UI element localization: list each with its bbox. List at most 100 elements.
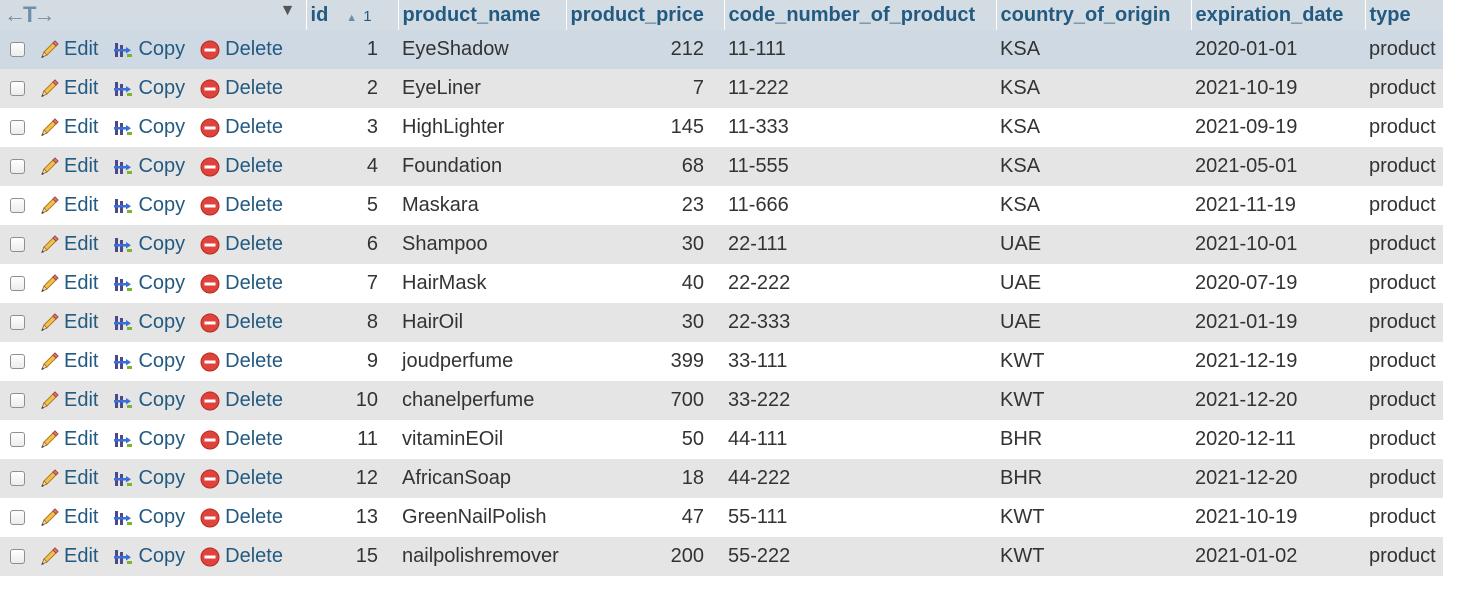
cell-code-number[interactable]: 22-333 xyxy=(724,303,997,342)
cell-product-name[interactable]: Maskara xyxy=(398,186,567,225)
cell-country-of-origin[interactable]: KSA xyxy=(996,108,1192,147)
cell-expiration-date[interactable]: 2021-01-19 xyxy=(1191,303,1366,342)
table-row[interactable]: Edit Copy Delete 12 AfricanSoap 18 44-222 BHR 20… xyxy=(0,459,1444,498)
copy-button[interactable]: Copy xyxy=(112,467,185,490)
cell-type[interactable]: product xyxy=(1365,30,1444,69)
cell-id[interactable]: 8 xyxy=(306,303,399,342)
edit-button[interactable]: Edit xyxy=(38,428,98,451)
cell-code-number[interactable]: 22-111 xyxy=(724,225,997,264)
cell-type[interactable]: product xyxy=(1365,108,1444,147)
table-row[interactable]: Edit Copy Delete 6 Shampoo 30 22-111 UAE 2021-10… xyxy=(0,225,1444,264)
table-row[interactable]: Edit Copy Delete 3 HighLighter 145 11-333 KSA 20… xyxy=(0,108,1444,147)
cell-id[interactable]: 3 xyxy=(306,108,399,147)
delete-button[interactable]: Delete xyxy=(199,233,283,256)
cell-product-price[interactable]: 47 xyxy=(566,498,725,537)
cell-type[interactable]: product xyxy=(1365,147,1444,186)
edit-button[interactable]: Edit xyxy=(38,311,98,334)
cell-expiration-date[interactable]: 2020-07-19 xyxy=(1191,264,1366,303)
sort-by-id-link[interactable]: id xyxy=(310,3,329,26)
cell-country-of-origin[interactable]: KSA xyxy=(996,69,1192,108)
row-checkbox[interactable] xyxy=(9,393,25,409)
row-checkbox[interactable] xyxy=(9,159,25,175)
cell-country-of-origin[interactable]: KWT xyxy=(996,381,1192,420)
sort-by-type-link[interactable]: type xyxy=(1369,3,1411,26)
delete-button[interactable]: Delete xyxy=(199,389,283,412)
row-checkbox[interactable] xyxy=(9,237,25,253)
cell-type[interactable]: product xyxy=(1365,69,1444,108)
table-row[interactable]: Edit Copy Delete 2 EyeLiner 7 11-222 KSA 2021-10… xyxy=(0,69,1444,108)
cell-id[interactable]: 11 xyxy=(306,420,399,459)
cell-expiration-date[interactable]: 2021-05-01 xyxy=(1191,147,1366,186)
edit-button[interactable]: Edit xyxy=(38,350,98,373)
cell-product-name[interactable]: HairOil xyxy=(398,303,567,342)
cell-product-price[interactable]: 40 xyxy=(566,264,725,303)
cell-product-name[interactable]: HighLighter xyxy=(398,108,567,147)
table-row[interactable]: Edit Copy Delete 4 Foundation 68 11-555 KSA 2021… xyxy=(0,147,1444,186)
cell-type[interactable]: product xyxy=(1365,342,1444,381)
cell-product-price[interactable]: 145 xyxy=(566,108,725,147)
sort-by-product-name-link[interactable]: product_name xyxy=(402,3,541,26)
cell-code-number[interactable]: 11-222 xyxy=(724,69,997,108)
table-row[interactable]: Edit Copy Delete 10 chanelperfume 700 33-222 KW… xyxy=(0,381,1444,420)
cell-country-of-origin[interactable]: KSA xyxy=(996,30,1192,69)
edit-button[interactable]: Edit xyxy=(38,38,98,61)
cell-product-name[interactable]: nailpolishremover xyxy=(398,537,567,576)
copy-button[interactable]: Copy xyxy=(112,350,185,373)
cell-type[interactable]: product xyxy=(1365,459,1444,498)
cell-country-of-origin[interactable]: BHR xyxy=(996,420,1192,459)
cell-country-of-origin[interactable]: BHR xyxy=(996,459,1192,498)
cell-id[interactable]: 4 xyxy=(306,147,399,186)
sort-by-product-price-link[interactable]: product_price xyxy=(570,3,704,26)
cell-code-number[interactable]: 11-111 xyxy=(724,30,997,69)
cell-country-of-origin[interactable]: KSA xyxy=(996,147,1192,186)
copy-button[interactable]: Copy xyxy=(112,506,185,529)
cell-expiration-date[interactable]: 2021-12-19 xyxy=(1191,342,1366,381)
delete-button[interactable]: Delete xyxy=(199,77,283,100)
cell-code-number[interactable]: 11-666 xyxy=(724,186,997,225)
row-checkbox[interactable] xyxy=(9,315,25,331)
row-checkbox[interactable] xyxy=(9,276,25,292)
cell-product-price[interactable]: 50 xyxy=(566,420,725,459)
cell-country-of-origin[interactable]: KWT xyxy=(996,342,1192,381)
copy-button[interactable]: Copy xyxy=(112,38,185,61)
copy-button[interactable]: Copy xyxy=(112,77,185,100)
cell-type[interactable]: product xyxy=(1365,186,1444,225)
cell-id[interactable]: 15 xyxy=(306,537,399,576)
edit-button[interactable]: Edit xyxy=(38,116,98,139)
cell-expiration-date[interactable]: 2021-10-01 xyxy=(1191,225,1366,264)
cell-expiration-date[interactable]: 2021-10-19 xyxy=(1191,69,1366,108)
cell-id[interactable]: 13 xyxy=(306,498,399,537)
table-row[interactable]: Edit Copy Delete 1 EyeShadow 212 11-111 KSA 2020… xyxy=(0,30,1444,69)
row-checkbox[interactable] xyxy=(9,354,25,370)
cell-expiration-date[interactable]: 2021-12-20 xyxy=(1191,459,1366,498)
cell-id[interactable]: 7 xyxy=(306,264,399,303)
copy-button[interactable]: Copy xyxy=(112,116,185,139)
row-checkbox[interactable] xyxy=(9,198,25,214)
cell-id[interactable]: 2 xyxy=(306,69,399,108)
column-menu-dropdown-icon[interactable]: ▼ xyxy=(279,2,296,19)
cell-country-of-origin[interactable]: KWT xyxy=(996,537,1192,576)
cell-code-number[interactable]: 11-555 xyxy=(724,147,997,186)
cell-code-number[interactable]: 44-222 xyxy=(724,459,997,498)
cell-product-name[interactable]: vitaminEOil xyxy=(398,420,567,459)
cell-code-number[interactable]: 33-111 xyxy=(724,342,997,381)
cell-type[interactable]: product xyxy=(1365,420,1444,459)
copy-button[interactable]: Copy xyxy=(112,194,185,217)
column-toggle-arrows[interactable]: ←T→ xyxy=(4,2,55,27)
cell-product-price[interactable]: 212 xyxy=(566,30,725,69)
delete-button[interactable]: Delete xyxy=(199,38,283,61)
cell-product-name[interactable]: HairMask xyxy=(398,264,567,303)
cell-product-price[interactable]: 30 xyxy=(566,225,725,264)
table-row[interactable]: Edit Copy Delete 7 HairMask 40 22-222 UAE 2020-0… xyxy=(0,264,1444,303)
cell-id[interactable]: 9 xyxy=(306,342,399,381)
sort-by-expiration-link[interactable]: expiration_date xyxy=(1195,3,1344,26)
cell-product-name[interactable]: Shampoo xyxy=(398,225,567,264)
table-row[interactable]: Edit Copy Delete 11 vitaminEOil 50 44-111 BHR 20… xyxy=(0,420,1444,459)
cell-code-number[interactable]: 33-222 xyxy=(724,381,997,420)
table-row[interactable]: Edit Copy Delete 9 joudperfume 399 33-111 KWT 20… xyxy=(0,342,1444,381)
cell-id[interactable]: 6 xyxy=(306,225,399,264)
row-checkbox[interactable] xyxy=(9,471,25,487)
cell-product-price[interactable]: 700 xyxy=(566,381,725,420)
row-checkbox[interactable] xyxy=(9,432,25,448)
copy-button[interactable]: Copy xyxy=(112,233,185,256)
